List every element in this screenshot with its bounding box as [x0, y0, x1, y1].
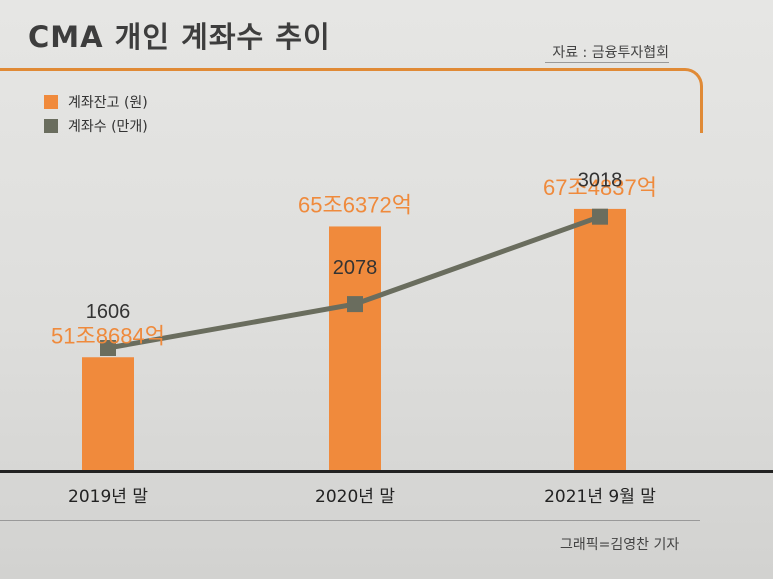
bar-value-label-1: 51조8684억 [51, 323, 165, 348]
bar-2 [329, 226, 381, 470]
bar-3 [574, 208, 626, 470]
accounts-value-label-1: 1606 [86, 301, 131, 323]
accounts-point-2 [347, 296, 363, 313]
bar-value-label-2: 65조6372억 [298, 192, 412, 217]
accounts-value-label-3: 3018 [578, 170, 623, 192]
graphic-credit: 그래픽=김영찬 기자 [560, 537, 680, 553]
chart-frame [0, 68, 703, 133]
legend-label-accounts: 계좌수 (만개) [68, 119, 148, 135]
accounts-value-label-2: 2078 [333, 257, 378, 279]
legend-label-balance: 계좌잔고 (원) [68, 95, 148, 111]
x-tick-label-2: 2020년 말 [315, 487, 395, 507]
legend-item-balance: 계좌잔고 (원) [44, 90, 148, 114]
accounts-point-3 [592, 208, 608, 225]
legend: 계좌잔고 (원) 계좌수 (만개) [44, 90, 148, 138]
x-tick-label-1: 2019년 말 [68, 487, 148, 507]
bar-value-label-3: 67조4837억 [543, 175, 657, 200]
x-axis-baseline [0, 470, 773, 473]
source-label: 자료 : 금융투자협회 [552, 45, 669, 61]
source-divider [545, 62, 669, 63]
legend-item-accounts: 계좌수 (만개) [44, 114, 148, 138]
bar-1 [82, 357, 134, 470]
bottom-divider [0, 520, 700, 521]
square-swatch-orange-icon [44, 95, 58, 109]
accounts-point-1 [100, 340, 116, 356]
x-tick-label-3: 2021년 9월 말 [544, 487, 656, 507]
square-swatch-gray-icon [44, 119, 58, 133]
chart-title: CMA 개인 계좌수 추이 [28, 20, 331, 54]
